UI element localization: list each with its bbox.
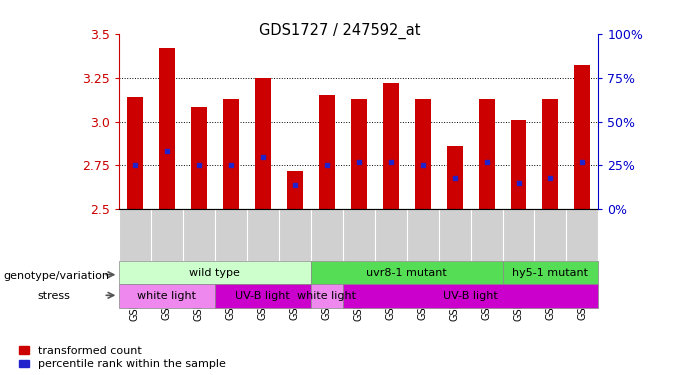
Bar: [503, 261, 598, 285]
Bar: [383, 83, 398, 209]
Bar: [127, 97, 143, 209]
Text: UV-B light: UV-B light: [235, 291, 290, 301]
Bar: [215, 285, 311, 308]
Text: GDS1727 / 247592_at: GDS1727 / 247592_at: [259, 22, 421, 39]
Bar: [351, 99, 367, 209]
Text: wild type: wild type: [190, 268, 240, 278]
Bar: [575, 65, 590, 209]
Text: hy5-1 mutant: hy5-1 mutant: [513, 268, 588, 278]
Legend: transformed count, percentile rank within the sample: transformed count, percentile rank withi…: [19, 346, 226, 369]
Text: white light: white light: [297, 291, 356, 301]
Text: stress: stress: [37, 291, 70, 301]
Bar: [191, 108, 207, 209]
Bar: [255, 78, 271, 209]
Bar: [119, 261, 311, 285]
Bar: [287, 171, 303, 209]
Bar: [311, 285, 343, 308]
Text: UV-B light: UV-B light: [443, 291, 498, 301]
Bar: [119, 285, 215, 308]
Bar: [319, 95, 335, 209]
Bar: [479, 99, 494, 209]
Bar: [311, 261, 503, 285]
Text: uvr8-1 mutant: uvr8-1 mutant: [367, 268, 447, 278]
Bar: [415, 99, 430, 209]
Bar: [447, 146, 462, 209]
Bar: [223, 99, 239, 209]
Text: genotype/variation: genotype/variation: [3, 271, 109, 280]
Bar: [343, 285, 598, 308]
Bar: [511, 120, 526, 209]
Bar: [543, 99, 558, 209]
Bar: [159, 48, 175, 209]
Text: white light: white light: [137, 291, 197, 301]
